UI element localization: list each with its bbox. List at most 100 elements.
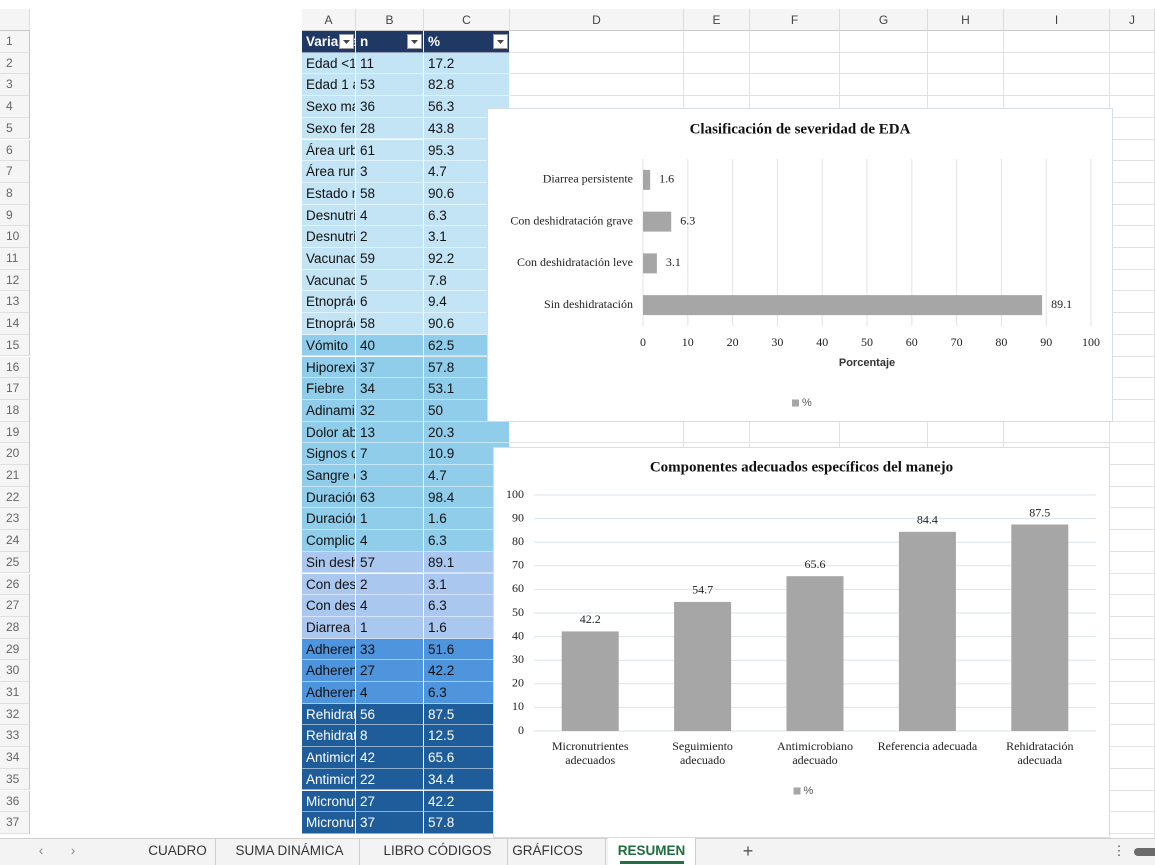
x-axis-label: Porcentaje [839,357,895,369]
cell: Hiporexia [302,356,356,379]
sheet-tab[interactable]: CUADRO [140,838,216,865]
cell: 53 [356,74,424,97]
x-tick-label: 100 [1082,335,1100,349]
header-cell[interactable]: % [424,31,510,53]
cell: 57 [356,551,424,574]
x-tick-label: 10 [682,335,694,349]
row-number: 35 [0,768,30,791]
filter-button[interactable] [339,34,354,49]
more-options[interactable]: ⋮ [1112,843,1126,858]
category-label: Antimicrobiano adecuado [777,739,853,767]
sheet-tab[interactable]: SUMA DINÁMICA [220,838,360,865]
row-number: 29 [0,638,30,661]
row-number: 2 [0,52,30,75]
data-label: 6.3 [680,213,695,227]
row-number: 18 [0,399,30,422]
sheet-tab[interactable]: LIBRO CÓDIGOS [368,838,508,865]
row-number: 26 [0,573,30,596]
y-tick-label: 100 [506,487,524,501]
cell: 1.6 [424,616,510,639]
cell: Diarrea persistente [302,616,356,639]
cell: 42.2 [424,660,510,682]
legend-swatch [793,787,801,795]
cell: 1.6 [424,508,510,531]
scroll-left[interactable]: ‹ [38,843,44,858]
chart: Clasificación de severidad de EDA 0 10 20 30… [487,108,1113,422]
row-number: 32 [0,703,30,726]
filter-button[interactable] [493,34,508,49]
cell: 22 [356,768,424,791]
cell: Con deshidratación grave [302,595,356,617]
filter-button[interactable] [407,34,422,49]
chart-canvas: Componentes adecuados específicos del ma… [506,459,1096,797]
column-header: C [424,9,510,31]
row-number: 13 [0,291,30,314]
grid-line [683,31,684,838]
data-label: 54.7 [692,583,713,597]
category-label: Sin deshidratación [544,297,633,311]
column-header: F [750,9,840,31]
cell: 42.2 [424,790,510,813]
column-header: J [1110,9,1155,31]
x-tick-label: 20 [727,335,739,349]
category-label-box: Seguimiento adecuado [672,739,733,767]
cell: 63 [356,486,424,509]
grid-line [749,31,750,838]
sheet-tab[interactable]: GRÁFICOS [490,838,606,865]
row-number: 20 [0,443,30,465]
dropdown-icon [411,40,418,44]
cell: 17.2 [424,52,510,75]
bar [1011,524,1069,731]
data-label: 1.6 [659,172,674,186]
category-label-box: Micronutrientes adecuados [552,739,629,767]
bar [643,295,1043,316]
category-label: Con deshidratación grave [510,213,633,227]
legend-label: % [802,397,812,409]
cell: Fiebre [302,378,356,400]
cell: Etnoprácticas sí [302,291,356,314]
x-tick-label: 40 [816,335,828,349]
y-tick-label: 80 [512,534,524,548]
cell: Sexo femenino [302,117,356,140]
column-header: E [684,9,750,31]
sheet-tab-bar [0,838,1155,865]
cell: 36 [356,96,424,118]
chart-canvas: Clasificación de severidad de EDA 0 10 20 30… [510,121,1100,409]
cell: 33 [356,638,424,661]
column-header: H [928,9,1004,31]
row-number: 11 [0,248,30,270]
cell: 3 [356,161,424,183]
row-number: 17 [0,378,30,400]
bar [674,601,732,731]
cell: Adherencia baja [302,682,356,704]
row-number: 28 [0,616,30,639]
legend-label: % [804,785,814,797]
grid-line [424,95,1155,97]
row-number: 12 [0,269,30,292]
row-number: 6 [0,139,30,162]
scroll-right[interactable]: › [70,843,76,858]
cell: Sin deshidratación [302,551,356,574]
category-label: Con deshidratación leve [517,255,633,269]
data-label: 65.6 [805,557,826,571]
cell: Desnutrición [302,204,356,227]
grid-line [927,31,928,838]
row-number: 15 [0,334,30,357]
cell: 6.3 [424,595,510,617]
sheet-tab[interactable]: RESUMEN [608,838,696,865]
cell: 5 [356,269,424,292]
cell: 58 [356,182,424,205]
y-tick-label: 0 [518,723,524,737]
x-tick-label: 60 [906,335,918,349]
row-number: 36 [0,790,30,813]
data-label: 3.1 [666,255,681,269]
data-label: 84.4 [917,513,938,527]
y-tick-label: 10 [512,699,524,713]
horizontal-scrollbar[interactable] [1134,848,1155,856]
cell: 4 [356,204,424,227]
cell: 37 [356,356,424,379]
cell: 20.3 [424,421,510,444]
y-tick-label: 60 [512,581,524,595]
add-sheet[interactable]: + [742,841,754,861]
row-number: 34 [0,747,30,769]
